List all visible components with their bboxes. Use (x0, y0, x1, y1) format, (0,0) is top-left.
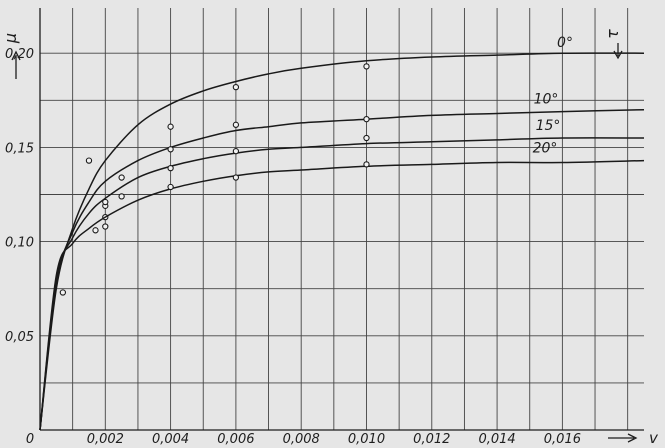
data-point (363, 63, 370, 70)
series-line (39, 159, 645, 431)
y-axis-title: μ (1, 33, 20, 44)
x-tick-label: 0,002 (87, 432, 124, 447)
series-line (39, 52, 645, 431)
x-axis-title-group: v (608, 429, 659, 447)
y-axis-title-group: μ (1, 33, 21, 79)
x-axis-title: v (649, 429, 659, 447)
data-point (232, 83, 240, 91)
data-point (118, 193, 125, 200)
data-point (167, 183, 174, 191)
x-tick-label: 0,004 (152, 432, 189, 447)
tick-labels: 0,002 0,004 0,006 0,008 0,010 0,012 0,014 0,016… (5, 47, 581, 447)
x-tick-label: 0,014 (478, 432, 515, 447)
data-point (118, 174, 125, 181)
x-axis-arrowhead (627, 433, 638, 443)
data-point (59, 289, 67, 296)
series-line (39, 108, 645, 431)
grid-lines (40, 8, 644, 430)
data-point (167, 123, 174, 130)
data-point (85, 157, 93, 164)
data-point (232, 148, 240, 155)
data-point (363, 134, 370, 142)
data-point (363, 116, 370, 123)
origin-label: 0 (26, 432, 34, 447)
series-layer: 0° 10° 15° 20° (39, 35, 645, 431)
series-label: 20° (533, 140, 558, 156)
x-tick-label: 0,008 (283, 432, 320, 447)
y-tick-label: 0,10 (5, 236, 34, 251)
series-line (39, 137, 645, 431)
legend-title-group: τ (603, 29, 623, 60)
x-tick-label: 0,016 (544, 432, 581, 447)
x-tick-label: 0,006 (217, 432, 254, 447)
axes-frame (39, 8, 644, 431)
data-point (167, 146, 174, 153)
y-tick-label: 0,05 (5, 330, 34, 345)
data-point (167, 164, 174, 172)
series-label: 10° (534, 91, 559, 107)
data-point (232, 174, 240, 181)
series-label: 0° (557, 35, 573, 51)
y-axis-arrowhead (11, 50, 21, 61)
series-label: 15° (536, 118, 561, 134)
x-tick-label: 0,012 (413, 432, 450, 447)
data-point (102, 198, 109, 206)
data-point (92, 227, 99, 234)
data-point (232, 121, 240, 128)
legend-title: τ (603, 29, 622, 39)
x-tick-label: 0,010 (348, 432, 385, 447)
data-point (102, 223, 109, 230)
legend-arrowhead (613, 50, 623, 60)
y-tick-label: 0,15 (5, 141, 34, 156)
data-point (363, 161, 370, 168)
